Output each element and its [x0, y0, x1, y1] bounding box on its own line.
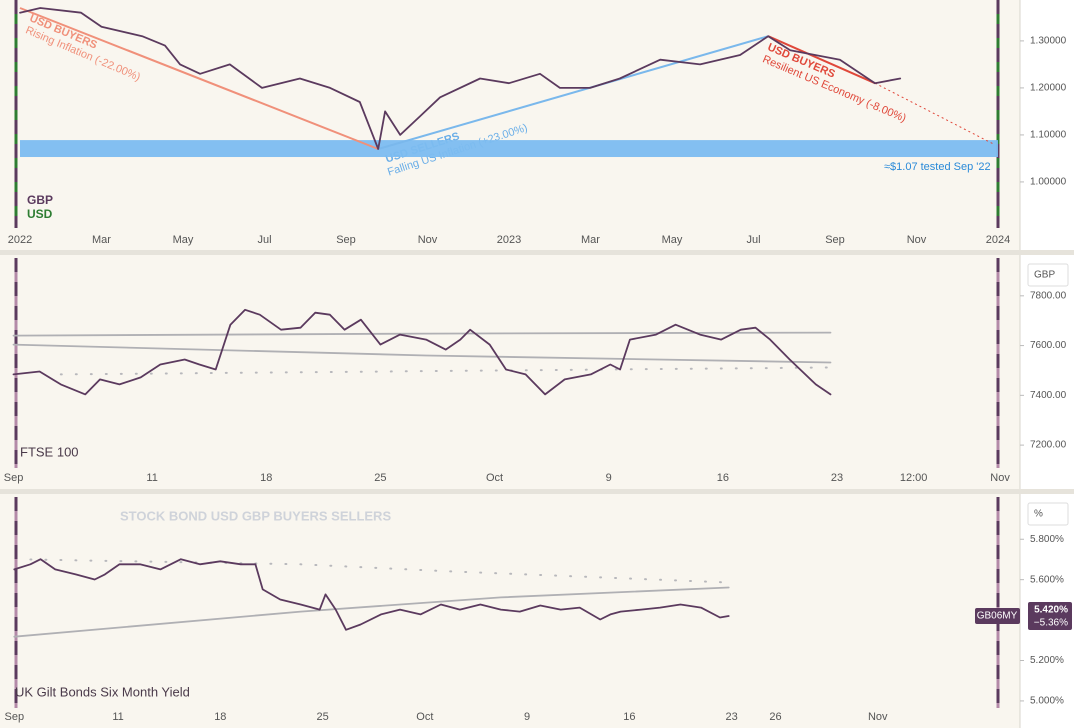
price-tag: [1028, 602, 1072, 631]
y-tick-label: 1.20000: [1030, 83, 1067, 94]
y-tick-label: 1.00000: [1030, 177, 1067, 188]
x-tick-label: Oct: [416, 711, 433, 723]
x-tick-label: Nov: [868, 711, 888, 723]
x-tick-label: 23: [831, 472, 843, 484]
pair-label: GBP: [27, 193, 53, 207]
unit-box: [1027, 502, 1069, 526]
x-tick-label: Mar: [92, 234, 111, 246]
x-tick-label: 18: [214, 711, 226, 723]
symbol-tag-label: GB06MY: [977, 611, 1018, 622]
x-tick-label: May: [173, 234, 194, 246]
support-band: [20, 140, 998, 158]
unit-label: GBP: [1034, 270, 1055, 281]
x-tick-label: Oct: [486, 472, 503, 484]
x-tick-label: 2023: [497, 234, 521, 246]
x-tick-label: Nov: [418, 234, 438, 246]
x-tick-label: 18: [260, 472, 272, 484]
price-line: [13, 586, 730, 638]
y-tick-label: 5.200%: [1030, 655, 1064, 666]
x-tick-label: 12:00: [900, 472, 928, 484]
pane-separator: [0, 489, 1074, 494]
x-tick-label: May: [662, 234, 683, 246]
pane-title: FTSE 100: [20, 444, 79, 459]
x-tick-label: 11: [112, 711, 123, 723]
trendline: [19, 7, 379, 150]
price-line: [19, 7, 902, 150]
trendline: [377, 35, 769, 150]
x-tick-label: 16: [717, 472, 729, 484]
price-line: [29, 558, 730, 584]
trendline: [874, 82, 995, 145]
unit-box: [1027, 263, 1069, 287]
price-line: [13, 558, 730, 631]
pair-label: USD: [27, 207, 53, 221]
symbol-tag: [975, 608, 1020, 625]
unit-label: %: [1034, 509, 1043, 520]
x-tick-label: Jul: [746, 234, 760, 246]
x-tick-label: Sep: [4, 472, 24, 484]
y-tick-label: 5.000%: [1030, 696, 1064, 707]
watermark: STOCK BOND USD GBP BUYERS SELLERS: [120, 508, 391, 523]
x-tick-label: Mar: [581, 234, 600, 246]
x-tick-label: 26: [769, 711, 781, 723]
pane-separator: [0, 250, 1074, 255]
price-tag-label: 5.420%: [1034, 605, 1068, 616]
plot-background: [0, 0, 1020, 728]
x-tick-label: 9: [524, 711, 530, 723]
x-tick-label: 11: [146, 472, 157, 484]
x-tick-label: 2022: [8, 234, 32, 246]
x-tick-label: Sep: [5, 711, 25, 723]
x-tick-label: Sep: [336, 234, 356, 246]
y-tick-label: 1.10000: [1030, 130, 1067, 141]
x-tick-label: 25: [316, 711, 328, 723]
x-tick-label: Jul: [257, 234, 271, 246]
annotation: ≈$1.07 tested Sep '22: [884, 161, 991, 173]
y-tick-label: 1.30000: [1030, 36, 1067, 47]
y-tick-label: 5.800%: [1030, 534, 1064, 545]
x-tick-label: 2024: [986, 234, 1010, 246]
x-tick-label: 9: [606, 472, 612, 484]
x-tick-label: 23: [726, 711, 738, 723]
x-tick-label: Nov: [907, 234, 927, 246]
y-tick-label: 7800.00: [1030, 290, 1067, 301]
y-tick-label: 7200.00: [1030, 440, 1067, 451]
x-tick-label: Nov: [990, 472, 1010, 484]
pane-title: UK Gilt Bonds Six Month Yield: [15, 684, 190, 699]
price-line: [12, 308, 832, 396]
y-tick-label: 7400.00: [1030, 390, 1067, 401]
y-tick-label: 7600.00: [1030, 340, 1067, 351]
price-tag-change: −5.36%: [1034, 618, 1068, 629]
trendline: [767, 35, 876, 85]
x-tick-label: 25: [374, 472, 386, 484]
x-tick-label: Sep: [825, 234, 845, 246]
y-tick-label: 5.600%: [1030, 574, 1064, 585]
x-tick-label: 16: [623, 711, 635, 723]
price-line: [12, 343, 832, 364]
